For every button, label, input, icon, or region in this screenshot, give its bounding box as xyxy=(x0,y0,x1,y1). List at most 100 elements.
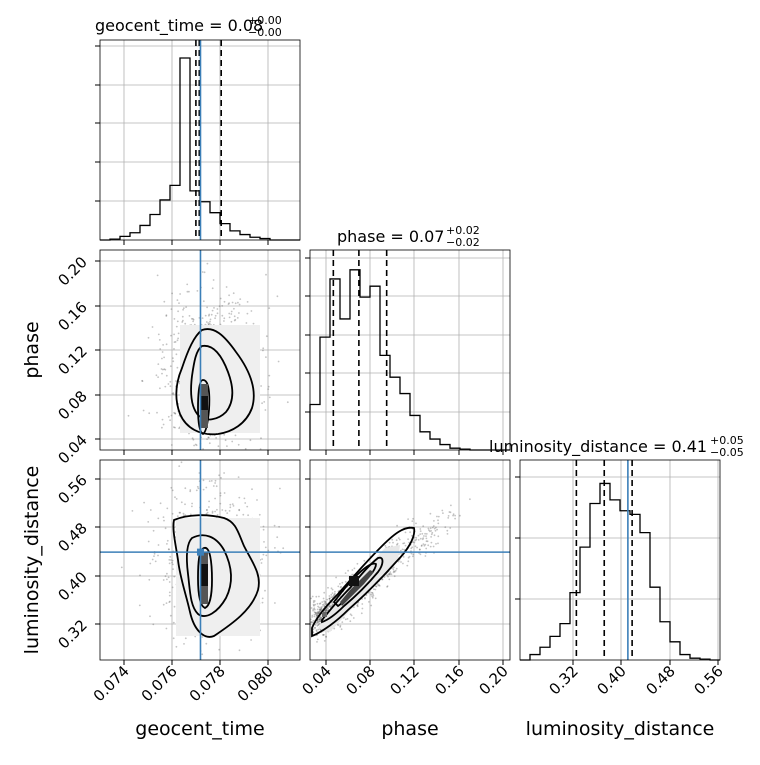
scatter-point xyxy=(324,609,327,612)
scatter-point xyxy=(391,538,394,541)
scatter-point xyxy=(371,596,374,599)
scatter-point xyxy=(320,616,322,619)
scatter-point xyxy=(157,517,160,520)
scatter-point xyxy=(324,601,327,603)
contour-middle-20 xyxy=(185,534,232,617)
scatter-point xyxy=(325,609,328,612)
scatter-point xyxy=(325,602,328,605)
scatter-point xyxy=(322,597,325,600)
y-tick-label-phase-1: 0.08 xyxy=(54,387,90,423)
scatter-point xyxy=(165,374,168,377)
scatter-point xyxy=(323,602,326,604)
scatter-point xyxy=(216,312,219,315)
scatter-point xyxy=(168,594,171,597)
scatter-point xyxy=(215,437,218,439)
scatter-point xyxy=(425,535,427,537)
scatter-point xyxy=(431,526,434,529)
density-contours-20 xyxy=(172,514,260,638)
scatter-point xyxy=(151,558,154,561)
density-core-21 xyxy=(340,570,374,606)
scatter-point xyxy=(415,522,417,525)
scatter-point xyxy=(398,538,401,541)
scatter-point xyxy=(430,530,432,532)
scatter-point xyxy=(393,570,395,573)
scatter-point xyxy=(238,508,241,511)
scatter-point xyxy=(219,492,222,494)
scatter-point xyxy=(421,532,424,535)
scatter-point xyxy=(262,553,265,556)
histogram-geocent-time xyxy=(100,57,300,241)
scatter-point xyxy=(196,466,198,468)
scatter-point xyxy=(176,320,179,323)
scatter-point xyxy=(208,442,211,445)
scatter-point xyxy=(204,314,207,317)
scatter-point xyxy=(313,600,316,602)
scatter-point xyxy=(341,621,344,623)
scatter-point xyxy=(412,555,414,558)
scatter-point xyxy=(314,611,317,614)
y-ticks-0 xyxy=(95,45,100,202)
scatter-point xyxy=(410,552,413,555)
scatter-point xyxy=(183,454,185,456)
scatter-point xyxy=(161,426,163,429)
scatter-point xyxy=(419,533,422,535)
scatter-point xyxy=(402,542,404,545)
scatter-point xyxy=(165,314,168,317)
y-tick-label-phase-4: 0.20 xyxy=(54,253,90,289)
scatter-point xyxy=(149,509,152,511)
scatter-point xyxy=(326,608,329,610)
x-tick-labels-phase: 0.04 0.08 0.12 0.16 0.20 xyxy=(298,662,511,698)
scatter-point xyxy=(206,438,209,440)
scatter-point xyxy=(207,436,210,439)
scatter-point xyxy=(386,574,389,577)
scatter-point xyxy=(381,578,384,581)
scatter-point xyxy=(245,322,248,324)
scatter-point xyxy=(164,575,167,578)
scatter-point xyxy=(202,479,205,482)
scatter-point xyxy=(164,385,167,388)
scatter-point xyxy=(337,585,340,588)
scatter-point xyxy=(469,498,471,501)
scatter-point xyxy=(313,613,316,616)
x-tick-label-distance-2: 0.48 xyxy=(642,662,678,698)
y-tick-label-distance-3: 0.56 xyxy=(54,471,90,507)
scatter-point xyxy=(176,339,179,342)
scatter-point xyxy=(356,605,359,608)
scatter-point xyxy=(422,525,425,528)
scatter-point xyxy=(262,347,265,350)
scatter-point xyxy=(315,595,318,598)
scatter-point xyxy=(442,512,444,514)
scatter-point xyxy=(316,624,319,627)
scatter-point xyxy=(441,509,444,512)
scatter-point xyxy=(170,334,172,337)
scatter-point xyxy=(350,614,353,617)
scatter-point xyxy=(327,605,330,608)
scatter-point xyxy=(172,393,175,396)
scatter-point xyxy=(428,530,431,533)
scatter-point xyxy=(169,380,172,383)
scatter-point xyxy=(353,567,356,570)
scatter-point xyxy=(192,318,195,321)
scatter-point xyxy=(169,385,172,388)
scatter-point xyxy=(202,488,205,491)
scatter-point xyxy=(228,510,231,512)
scatter-point xyxy=(226,512,229,514)
scatter-point xyxy=(206,511,209,514)
scatter-point xyxy=(195,489,198,492)
scatter-point xyxy=(264,409,267,411)
scatter-point xyxy=(211,510,214,513)
scatter-point xyxy=(233,319,236,322)
y-tick-label-distance-2: 0.48 xyxy=(54,519,90,555)
scatter-point xyxy=(433,527,436,530)
scatter-point xyxy=(313,604,315,607)
scatter-point xyxy=(197,487,200,490)
scatter-point xyxy=(319,609,322,611)
scatter-point xyxy=(318,622,321,625)
scatter-point xyxy=(177,332,180,335)
scatter-point xyxy=(172,360,175,363)
scatter-point xyxy=(170,559,172,561)
scatter-point xyxy=(231,440,234,443)
scatter-point xyxy=(444,526,447,529)
contour-middle-21 xyxy=(321,556,384,624)
scatter-point xyxy=(247,514,250,517)
